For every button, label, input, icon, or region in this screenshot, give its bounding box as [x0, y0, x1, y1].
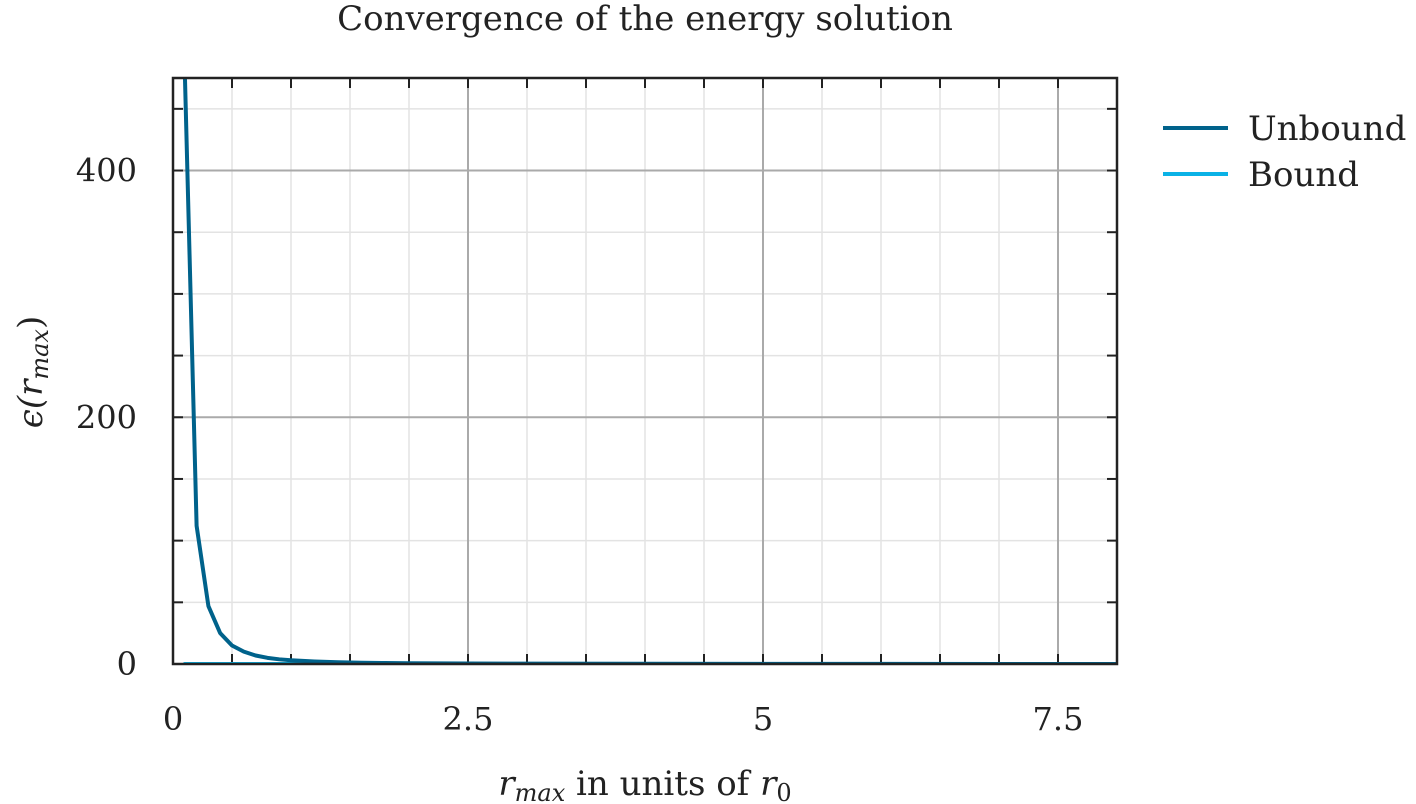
legend: Unbound Bound	[1163, 109, 1406, 195]
legend-label-bound: Bound	[1248, 155, 1359, 195]
series-line-unbound	[182, 78, 1117, 664]
x-tick-label: 2.5	[443, 700, 494, 738]
y-tick-label: 200	[76, 398, 137, 436]
chart-title: Convergence of the energy solution	[337, 0, 953, 39]
x-tick-label: 0	[163, 700, 183, 738]
y-tick-label: 0	[117, 645, 137, 683]
x-axis-label: rmax in units of r0	[498, 764, 791, 804]
series-layer	[182, 78, 1117, 664]
plot-frame	[171, 76, 1119, 666]
x-tick-label: 5	[753, 700, 773, 738]
y-tick-label: 400	[76, 152, 137, 190]
x-tick-label: 7.5	[1033, 700, 1084, 738]
legend-label-unbound: Unbound	[1248, 109, 1406, 149]
tick-labels: 0 2.5 5 7.5 0 200 400	[76, 152, 1084, 738]
minor-gridlines	[173, 78, 1118, 664]
y-axis-label: ϵ(rmax)	[11, 316, 54, 428]
